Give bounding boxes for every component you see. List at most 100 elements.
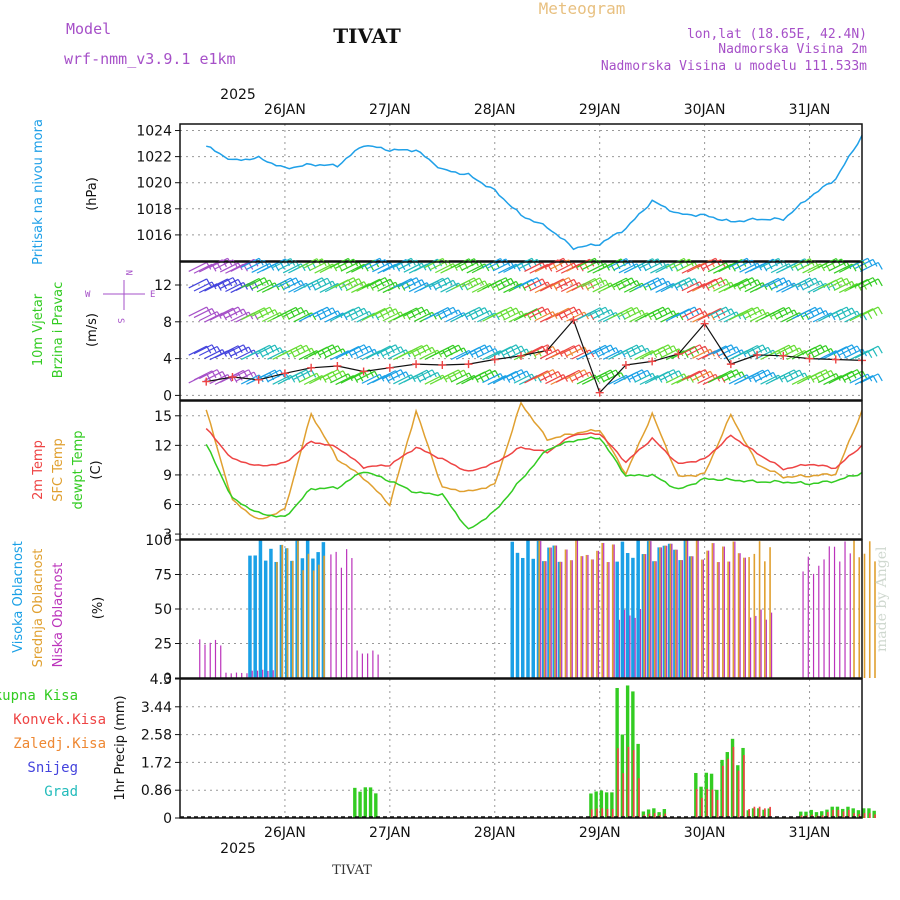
cloud-bar bbox=[695, 540, 698, 678]
wind-barb-flag bbox=[657, 309, 663, 317]
cloud-bar bbox=[312, 570, 315, 678]
pressure-unit: (hPa) bbox=[85, 177, 100, 211]
wind-barb bbox=[529, 370, 549, 381]
precip-legend-item-4: Grad bbox=[44, 784, 78, 800]
wind-barb bbox=[351, 310, 370, 321]
wind-barb bbox=[277, 306, 297, 317]
wind-barb bbox=[844, 370, 863, 381]
wind-barb bbox=[608, 277, 627, 288]
cloud-bar bbox=[634, 617, 636, 678]
wind-barb bbox=[466, 344, 486, 355]
wind-barb-flag bbox=[715, 311, 721, 319]
wind-barb bbox=[566, 346, 585, 357]
y-tick-label-3: 2.58 bbox=[141, 728, 172, 744]
wind-barb bbox=[713, 344, 732, 355]
wind-barb bbox=[387, 259, 407, 270]
cloud-bar bbox=[608, 562, 610, 678]
wind-barb bbox=[838, 345, 858, 356]
wind-speed-marker bbox=[517, 351, 525, 360]
wind-barb bbox=[330, 373, 349, 384]
cloud-bar bbox=[538, 541, 541, 678]
wind-barb-flag bbox=[615, 312, 621, 320]
cloud-bar bbox=[220, 645, 222, 678]
conv-precip-bar bbox=[722, 765, 724, 818]
conv-precip-bar bbox=[826, 812, 829, 818]
wind-barb bbox=[240, 277, 260, 289]
wind-barb-flag bbox=[473, 349, 479, 358]
cloud-bar bbox=[674, 549, 677, 678]
wind-barb-flag bbox=[311, 282, 317, 291]
cloud-bar bbox=[770, 612, 773, 678]
wind-barb bbox=[597, 311, 617, 323]
wind-barb-flag bbox=[311, 370, 317, 378]
wind-barb-flag bbox=[520, 345, 527, 354]
wind-barb-flag bbox=[536, 259, 542, 267]
wind-barb bbox=[534, 311, 554, 322]
wind-barb-flag bbox=[856, 345, 862, 354]
location-label: lon,lat (18.65E, 42.4N) bbox=[687, 27, 867, 42]
footer-station: TIVAT bbox=[332, 863, 372, 878]
wind-barb bbox=[461, 306, 480, 317]
wind-barb bbox=[781, 312, 800, 323]
wind-barb bbox=[251, 279, 270, 290]
wind-barb bbox=[592, 282, 611, 293]
cloud-bar bbox=[680, 560, 682, 678]
cloud-bar bbox=[258, 540, 263, 678]
wind-barb-flag bbox=[284, 350, 290, 358]
bottom-date-labels: 26JAN 27JAN 28JAN 29JAN 30JAN 31JAN bbox=[264, 825, 830, 841]
clouds-frame bbox=[179, 539, 863, 679]
wind-barb-flag bbox=[342, 370, 348, 379]
wind-barb bbox=[818, 257, 837, 269]
wind-barb-flag bbox=[636, 344, 642, 353]
wind-barb-flag bbox=[405, 371, 411, 380]
key-n: N bbox=[123, 270, 133, 275]
wind-barb bbox=[471, 345, 491, 356]
cloud-bar bbox=[718, 562, 720, 678]
total-precip-bar bbox=[652, 808, 656, 818]
wind-barb-flag bbox=[877, 373, 883, 382]
wind-barb bbox=[676, 278, 695, 289]
cloud-bar bbox=[253, 555, 257, 678]
cloud-bar bbox=[209, 642, 211, 678]
wind-barb bbox=[576, 257, 596, 268]
wind-barb bbox=[256, 369, 276, 380]
total-precip-bar bbox=[814, 812, 819, 818]
cloud-bar bbox=[874, 561, 876, 678]
sfc-temp-line bbox=[205, 401, 863, 520]
wind-barb bbox=[319, 282, 339, 293]
wind-barb bbox=[372, 306, 391, 317]
wind-barb bbox=[854, 308, 874, 319]
wind-barb bbox=[602, 349, 622, 360]
wind-barb bbox=[193, 308, 213, 319]
cloud-bar bbox=[702, 559, 704, 678]
conv-precip-bar bbox=[706, 788, 709, 818]
cloud-bar bbox=[597, 550, 600, 678]
wind-barb-flag bbox=[374, 370, 380, 379]
bottom-year-label: 2025 bbox=[220, 841, 256, 857]
wind-barb-flag bbox=[552, 346, 558, 354]
cloud-bar bbox=[807, 556, 809, 678]
wind-barb bbox=[713, 370, 732, 381]
wind-barb bbox=[844, 348, 863, 359]
wind-barb bbox=[802, 307, 821, 318]
wind-barb bbox=[770, 263, 790, 274]
wind-barb bbox=[429, 277, 449, 288]
wind-barb bbox=[335, 308, 354, 319]
wind-barb bbox=[340, 345, 360, 357]
wind-barb-flag bbox=[248, 346, 254, 355]
wind-barb bbox=[351, 345, 370, 356]
wind-barb bbox=[650, 307, 669, 318]
wind-barb bbox=[508, 312, 528, 323]
wind-barb bbox=[219, 306, 239, 317]
wind-barb bbox=[466, 263, 486, 274]
wind-frame bbox=[179, 261, 863, 401]
y-tick-label-1: 25 bbox=[154, 637, 172, 653]
wind-barb-flag bbox=[610, 344, 616, 353]
wind-barb bbox=[650, 263, 669, 274]
wind-barb-flag bbox=[877, 262, 883, 270]
wind-barb bbox=[723, 371, 743, 382]
wind-barb-flag bbox=[463, 312, 469, 320]
wind-barb bbox=[288, 282, 307, 293]
wind-barb-flag bbox=[825, 263, 831, 272]
